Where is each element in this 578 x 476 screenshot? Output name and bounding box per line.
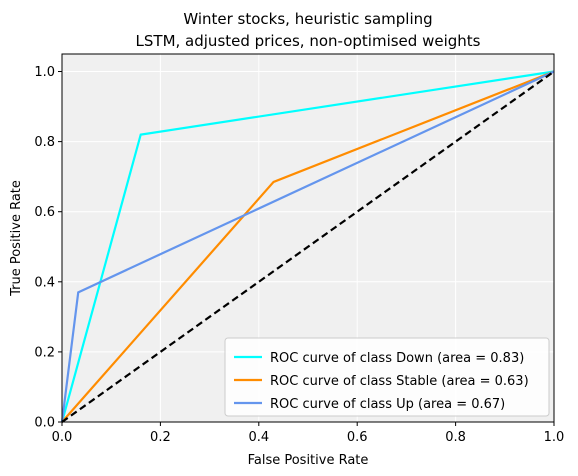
- roc-lines: [60, 70, 555, 423]
- x-tick-label: 0.2: [150, 430, 171, 445]
- legend: ROC curve of class Down (area = 0.83) RO…: [224, 337, 550, 417]
- x-tick-label: 0.6: [347, 430, 368, 445]
- legend-label-up: ROC curve of class Up (area = 0.67): [270, 397, 505, 412]
- x-tick-label: 1.0: [544, 430, 565, 445]
- x-tick-label: 0.4: [248, 430, 269, 445]
- legend-label-down: ROC curve of class Down (area = 0.83): [270, 351, 524, 366]
- x-axis-label: False Positive Rate: [248, 453, 369, 468]
- axis-ticks: 0.0 0.2 0.4 0.6 0.8 1.0 0.0 0.2 0.4 0.6 0.8 1.0: [34, 65, 564, 445]
- y-axis-label: True Positive Rate: [9, 180, 24, 297]
- y-tick-label: 0.2: [34, 345, 55, 360]
- y-tick-label: 0.6: [34, 205, 55, 220]
- chance-diagonal-line: [61, 70, 555, 423]
- legend-label-stable: ROC curve of class Stable (area = 0.63): [270, 374, 529, 389]
- x-tick-label: 0.0: [52, 430, 73, 445]
- y-tick-label: 0.0: [34, 416, 55, 431]
- roc-line-stable: [61, 70, 555, 423]
- roc-line-down: [60, 70, 555, 423]
- chart-title-line2: LSTM, adjusted prices, non-optimised wei…: [136, 32, 481, 50]
- roc-line-up: [60, 70, 555, 423]
- grid: [61, 54, 555, 423]
- x-tick-label: 0.8: [445, 430, 466, 445]
- legend-box: [224, 337, 550, 417]
- chart-title-line1: Winter stocks, heuristic sampling: [183, 10, 432, 28]
- plot-frame: [61, 53, 555, 423]
- y-tick-label: 1.0: [34, 65, 55, 80]
- y-tick-label: 0.4: [34, 275, 55, 290]
- y-tick-label: 0.8: [34, 135, 55, 150]
